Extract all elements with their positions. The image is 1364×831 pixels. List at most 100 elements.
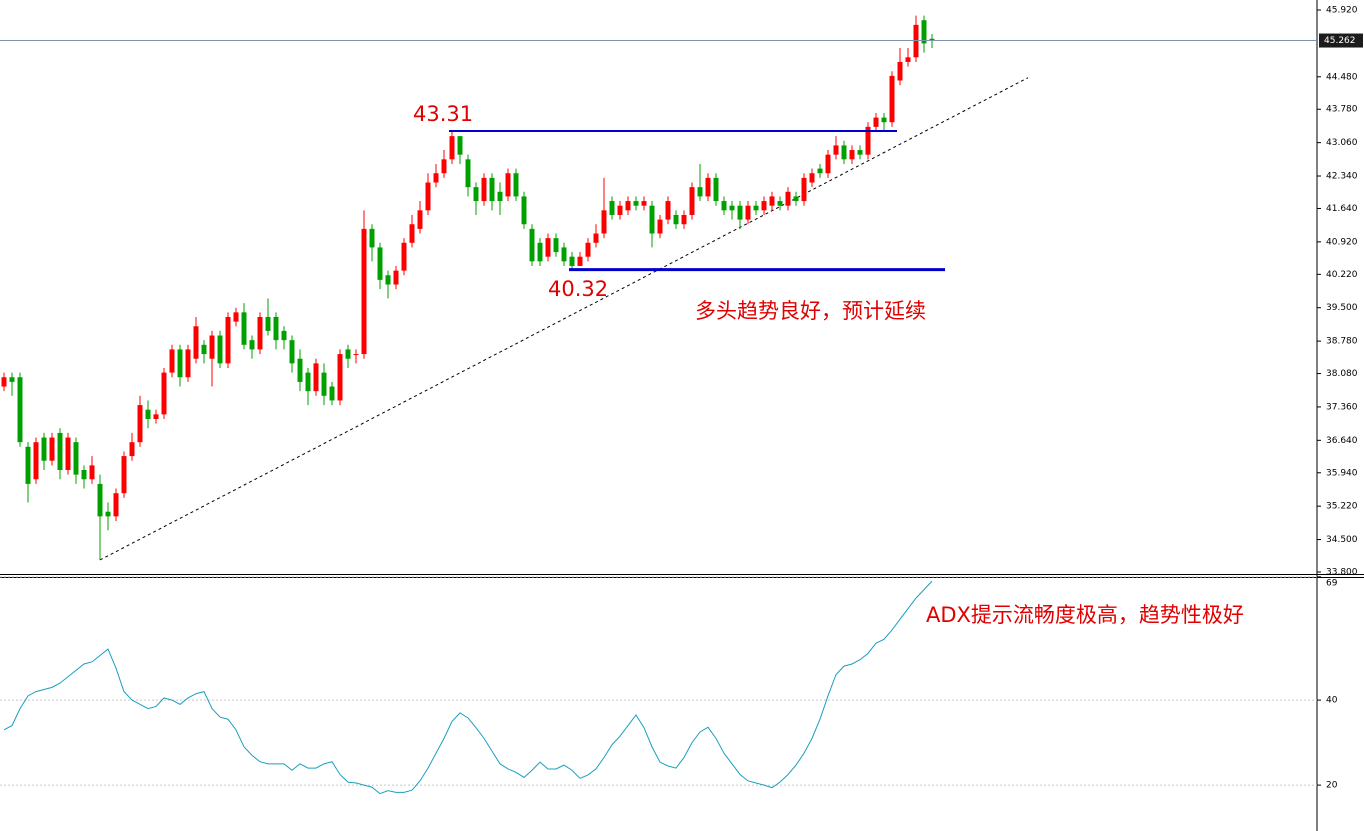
adx-line [3,580,933,795]
y-tick-label: 40.220 [1326,270,1358,280]
candle-body [425,182,431,211]
candle-body [529,228,535,262]
candle-body [801,177,807,202]
candle-body [369,228,375,248]
candle-body [97,483,103,517]
candle-body [177,349,183,378]
candle-body [33,442,39,480]
y-tick-label: 38.080 [1326,369,1358,379]
candle-body [385,275,391,285]
candle-body [1,377,7,387]
candle-body [81,469,87,480]
candle-body [513,173,519,197]
candle-body [145,409,151,419]
candle-body [793,196,799,202]
candle-body [137,405,143,443]
candle-body [321,372,327,396]
candle-body [929,38,935,41]
candle-body [849,150,855,160]
candle-body [185,349,191,378]
candle-body [233,312,239,322]
y-tick-label: 35.940 [1326,468,1358,478]
low-label: 40.32 [548,277,608,301]
candle-body [689,187,695,215]
candle-body [217,335,223,364]
candle-body [585,242,591,257]
candle-body [417,210,423,229]
candle-body [841,145,847,160]
trend-line [99,77,1029,561]
candle-body [593,233,599,243]
candle-body [257,316,263,350]
candle-body [865,126,871,155]
y-tick-label: 44.480 [1326,72,1358,82]
candle-body [905,57,911,62]
candle-body [433,173,439,183]
candle-body [329,386,335,401]
candle-body [337,354,343,401]
candle-body [785,191,791,206]
y-tick-label: 41.640 [1326,204,1358,214]
candle-body [9,377,15,382]
y-tick-label: 20 [1326,781,1338,791]
candle-body [537,242,543,262]
candle-body [889,75,895,123]
candle-body [809,173,815,183]
y-tick-label: 43.060 [1326,138,1358,148]
candle-body [121,456,127,494]
candle-body [505,173,511,197]
candle-body [601,210,607,234]
candle-body [209,335,215,359]
y-tick-label: 34.500 [1326,535,1358,545]
last-price-box [1319,33,1363,48]
y-tick-label: 39.500 [1326,303,1358,313]
candle-body [481,177,487,202]
candle-body [833,145,839,155]
candle-body [361,228,367,355]
candle-body [25,446,31,484]
candle-body [777,201,783,206]
candle-body [41,437,47,461]
candle-body [729,205,735,211]
y-tick-label: 36.640 [1326,436,1358,446]
candle-body [281,330,287,341]
candle-body [697,187,703,197]
candle-body [745,205,751,220]
candle-body [265,316,271,331]
candle-body [673,214,679,225]
candle-body [761,201,767,211]
candle-body [353,354,359,356]
candle-body [569,256,575,266]
last-price-label: 45.262 [1324,36,1356,46]
candle-body [201,344,207,355]
candle-body [49,437,55,461]
candle-body [129,442,135,457]
candle-body [545,238,551,257]
candle-body [89,465,95,480]
candle-body [497,191,503,202]
candle-body [921,20,927,44]
candle-body [313,363,319,392]
candle-body [297,358,303,382]
candle-body [393,270,399,285]
candle-body [289,340,295,364]
candle-body [521,196,527,225]
candle-body [273,316,279,341]
candle-body [705,177,711,197]
candle-body [193,326,199,359]
candle-body [457,136,463,155]
candle-body [377,247,383,280]
adx-annotation: ADX提示流畅度极高，趋势性极好 [926,603,1244,627]
candle-body [825,154,831,174]
annotation: 多头趋势良好，预计延续 [695,299,926,323]
candle-body [73,442,79,475]
candle-body [57,432,63,470]
candle-body [169,349,175,373]
candle-body [489,177,495,202]
candle-body [449,136,455,160]
candle-body [817,168,823,174]
y-tick-label: 45.920 [1326,6,1358,16]
candle-body [473,187,479,202]
